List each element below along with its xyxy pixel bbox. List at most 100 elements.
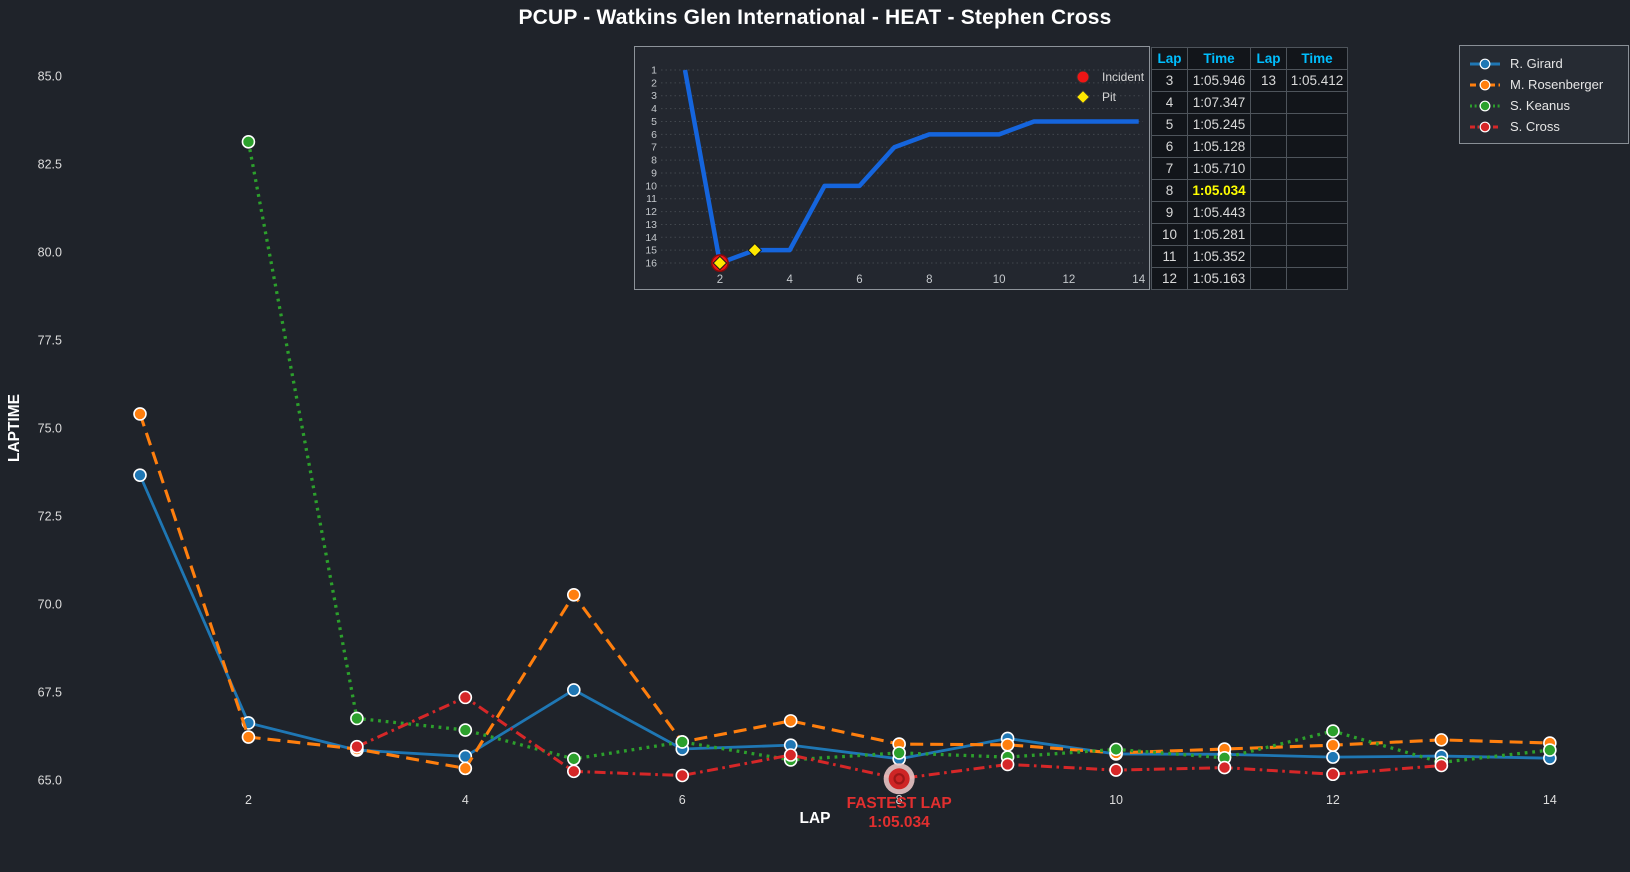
inset-position-tick: 7: [651, 142, 657, 154]
legend-driver-label: S. Cross: [1510, 119, 1560, 134]
data-point: [133, 407, 147, 421]
time-cell: [1286, 201, 1348, 224]
legend-driver-label: S. Keanus: [1510, 98, 1570, 113]
series-line-s-cross: [356, 695, 1442, 781]
data-point: [566, 588, 581, 602]
data-point: [241, 135, 256, 149]
legend-line-sample-icon: [1470, 79, 1500, 90]
data-point: [1217, 760, 1232, 775]
pit-legend-icon: [1075, 89, 1091, 105]
lap-cell: 12: [1151, 267, 1188, 290]
table-header-time: Time: [1286, 47, 1348, 70]
lap-cell: 5: [1151, 113, 1188, 136]
data-point: [1434, 758, 1449, 773]
inset-position-tick: 12: [645, 206, 657, 218]
data-point: [1000, 737, 1015, 752]
lap-cell: [1250, 179, 1287, 202]
data-point: [1326, 767, 1340, 782]
y-tick-label: 67.5: [38, 686, 62, 700]
legend-driver-label: M. Rosenberger: [1510, 77, 1604, 92]
x-tick-label: 14: [1543, 793, 1557, 807]
position-inset-chart: 1 2 3 4 5 6 7 8 9 10 11 12 13 14 15 16 2 4 6 8 10 12 14 Inciden…: [634, 46, 1150, 290]
legend-line-sample-icon: [1470, 121, 1500, 132]
data-point: [675, 768, 690, 783]
time-cell: 1:05.281: [1187, 223, 1251, 246]
lap-cell: [1250, 267, 1287, 290]
data-point: [350, 711, 364, 726]
data-point: [783, 714, 798, 728]
legend-item: S. Keanus: [1469, 95, 1619, 116]
data-point: [458, 690, 473, 705]
data-point: [892, 746, 906, 760]
time-cell: [1286, 179, 1348, 202]
lap-cell: 7: [1151, 157, 1188, 180]
fastest-lap-time-annotation: 1:05.034: [869, 814, 931, 831]
legend-line-sample-icon: [1470, 58, 1500, 69]
x-tick-label: 4: [462, 793, 469, 807]
time-cell: [1286, 91, 1348, 114]
y-tick-label: 77.5: [38, 334, 62, 348]
time-cell: 1:05.412: [1286, 69, 1348, 92]
table-row: 7 1:05.710: [1151, 157, 1348, 180]
y-tick-label: 82.5: [38, 158, 62, 172]
time-cell: 1:05.352: [1187, 245, 1251, 268]
data-point: [241, 730, 256, 744]
inset-lap-tick: 8: [926, 274, 932, 286]
table-row: 4 1:07.347: [1151, 91, 1348, 114]
fastest-lap-marker-inner: [888, 768, 910, 790]
time-cell: 1:05.245: [1187, 113, 1251, 136]
legend-item: R. Girard: [1469, 53, 1619, 74]
time-cell: 1:05.946: [1187, 69, 1251, 92]
page-title: PCUP - Watkins Glen International - HEAT…: [518, 6, 1112, 29]
table-row: 6 1:05.128: [1151, 135, 1348, 158]
lap-cell: 3: [1151, 69, 1188, 92]
inset-lap-tick: 2: [717, 274, 723, 286]
y-axis-label: LAPTIME: [6, 394, 23, 462]
time-cell: [1286, 245, 1348, 268]
fastest-lap-annotation: FASTEST LAP: [847, 795, 952, 812]
table-row: 5 1:05.245: [1151, 113, 1348, 136]
incident-legend-icon: [1076, 70, 1090, 84]
data-point: [566, 752, 581, 766]
y-tick-label: 85.0: [38, 70, 62, 84]
time-cell: 1:05.443: [1187, 201, 1251, 224]
inset-position-tick: 5: [651, 116, 657, 128]
inset-lap-tick: 10: [993, 274, 1006, 286]
inset-lap-tick: 14: [1132, 274, 1145, 286]
table-row: 12 1:05.163: [1151, 267, 1348, 290]
table-row: 8 1:05.034: [1151, 179, 1348, 202]
table-header-time: Time: [1187, 47, 1251, 70]
time-cell: 1:05.034: [1187, 179, 1251, 202]
time-cell: [1286, 223, 1348, 246]
y-tick-label: 75.0: [38, 422, 62, 436]
table-row: 3 1:05.946 13 1:05.412: [1151, 69, 1348, 92]
inset-position-tick: 3: [651, 90, 657, 102]
series-line-m-rosenberger: [138, 413, 1550, 770]
data-point: [350, 739, 364, 754]
inset-position-tick: 6: [651, 129, 657, 141]
inset-position-tick: 9: [651, 167, 657, 179]
y-tick-label: 65.0: [38, 774, 62, 788]
data-point: [566, 683, 581, 697]
time-cell: 1:05.128: [1187, 135, 1251, 158]
time-cell: 1:07.347: [1187, 91, 1251, 114]
pit-marker: [712, 255, 728, 271]
time-cell: [1286, 135, 1348, 158]
inset-lap-tick: 4: [786, 274, 793, 286]
pit-marker: [747, 242, 763, 258]
time-cell: [1286, 113, 1348, 136]
inset-legend-label: Pit: [1102, 90, 1117, 104]
legend-item: S. Cross: [1469, 116, 1619, 137]
table-header-lap: Lap: [1250, 47, 1287, 70]
time-cell: 1:05.710: [1187, 157, 1251, 180]
time-cell: [1286, 157, 1348, 180]
lap-cell: 11: [1151, 245, 1188, 268]
inset-position-tick: 11: [646, 193, 657, 205]
data-point: [566, 764, 581, 779]
lap-cell: [1250, 135, 1287, 158]
table-row: 10 1:05.281: [1151, 223, 1348, 246]
x-axis-label: LAP: [800, 810, 831, 827]
x-tick-label: 12: [1326, 793, 1340, 807]
